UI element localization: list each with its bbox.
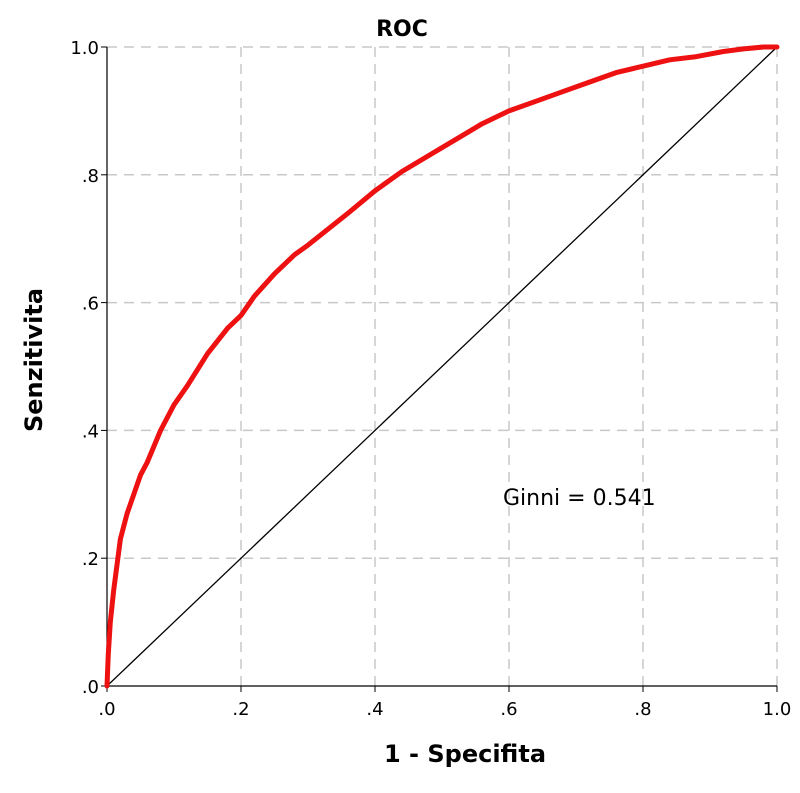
x-tick-label: .6: [500, 699, 517, 720]
x-tick-label: .0: [98, 699, 115, 720]
series-layer: [104, 44, 780, 689]
roc-curve: [104, 44, 780, 689]
x-tick-label: .4: [366, 699, 383, 720]
x-tick-label: .8: [634, 699, 651, 720]
y-tick-label: 1.0: [70, 38, 99, 59]
x-tick-label: .2: [232, 699, 249, 720]
chart-title: ROC: [376, 17, 428, 42]
y-axis-label: Senzitivita: [20, 288, 48, 432]
y-tick-label: .8: [82, 166, 99, 187]
grid: [107, 46, 778, 686]
reference-line: [106, 46, 778, 687]
x-tick-label: 1.0: [763, 699, 792, 720]
x-axis-label: 1 - Specifita: [384, 740, 546, 768]
y-tick-label: .6: [82, 294, 99, 315]
y-tick-label: .4: [82, 421, 99, 442]
y-tick-label: .0: [82, 677, 99, 698]
tick-labels: .0 .2 .4 .6 .8 1.0 .0 .2 .4 .6 .8 1.0: [70, 38, 791, 720]
y-tick-label: .2: [82, 549, 99, 570]
gini-annotation: Ginni = 0.541: [503, 486, 656, 511]
